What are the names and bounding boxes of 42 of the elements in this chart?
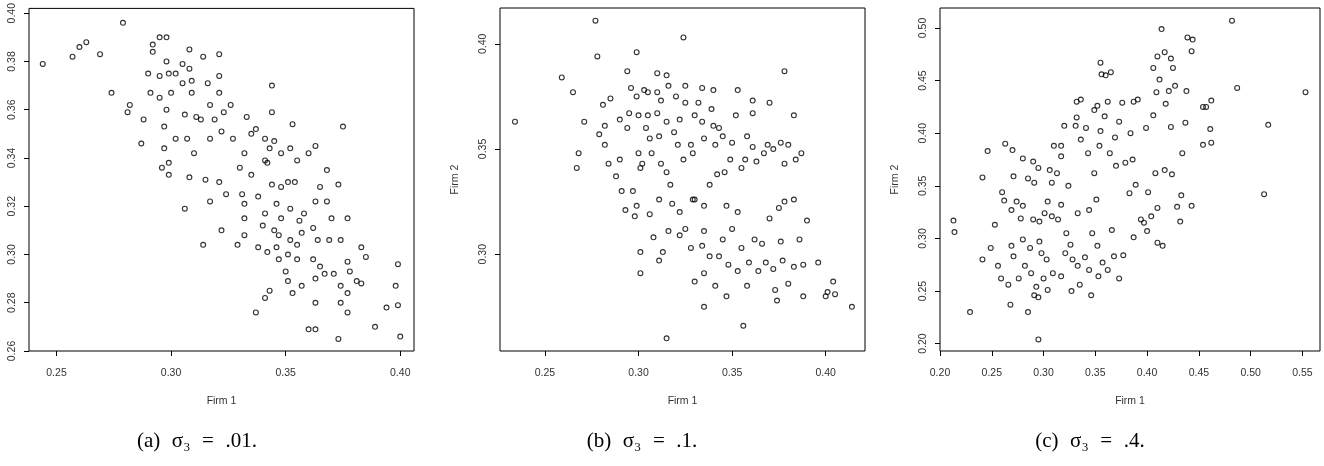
x-tick-label: 0.50 (1240, 365, 1261, 378)
x-axis-title: Firm 1 (667, 393, 698, 406)
x-tick-label: 0.20 (929, 365, 951, 378)
y-tick-label: 0.35 (915, 175, 928, 197)
x-tick-label: 0.40 (1136, 365, 1158, 378)
x-tick-label: 0.55 (1292, 365, 1313, 378)
text: (b) σ₃ = .1. (586, 428, 698, 452)
x-axis-title: Firm 1 (1115, 393, 1146, 406)
x-tick-label: 0.25 (46, 365, 67, 378)
y-tick-label: 0.40 (915, 122, 928, 144)
y-tick-label: 0.50 (915, 17, 928, 39)
x-tick-label: 0.25 (981, 365, 1003, 378)
y-tick-label: 0.36 (4, 99, 17, 120)
x-tick-label: 0.30 (1033, 365, 1054, 378)
x-tick-label: 0.40 (390, 365, 411, 378)
x-tick-label: 0.35 (1085, 365, 1106, 378)
x-tick-label: 0.40 (815, 365, 837, 378)
y-tick-label: 0.26 (4, 340, 17, 362)
x-tick-label: 0.30 (160, 365, 182, 378)
y-tick-label: 0.32 (4, 195, 17, 217)
x-tick-label: 0.35 (721, 365, 743, 378)
y-tick-label: 0.45 (915, 70, 928, 91)
y-tick-label: 0.30 (475, 243, 488, 265)
x-tick-label: 0.35 (275, 365, 297, 378)
y-tick-label: 0.40 (475, 33, 488, 54)
y-axis-title: Firm 2 (447, 164, 460, 195)
x-tick-label: 0.30 (628, 365, 649, 378)
x-tick-label: 0.25 (534, 365, 556, 378)
x-tick-label: 0.45 (1188, 365, 1210, 378)
y-tick-label: 0.38 (4, 51, 17, 72)
y-tick-label: 0.35 (475, 138, 488, 160)
y-tick-label: 0.40 (4, 2, 17, 24)
text: (c) σ₃ = .4. (1035, 428, 1145, 452)
y-tick-label: 0.20 (915, 333, 928, 354)
y-axis-title: Firm 2 (887, 164, 900, 195)
x-axis-title: Firm 1 (206, 393, 237, 406)
y-tick-label: 0.34 (4, 147, 17, 169)
text: (a) σ₃ = .01. (137, 428, 257, 452)
y-tick-label: 0.25 (915, 280, 928, 302)
y-tick-label: 0.28 (4, 292, 17, 313)
y-tick-label: 0.30 (4, 244, 17, 265)
y-tick-label: 0.30 (915, 228, 928, 249)
